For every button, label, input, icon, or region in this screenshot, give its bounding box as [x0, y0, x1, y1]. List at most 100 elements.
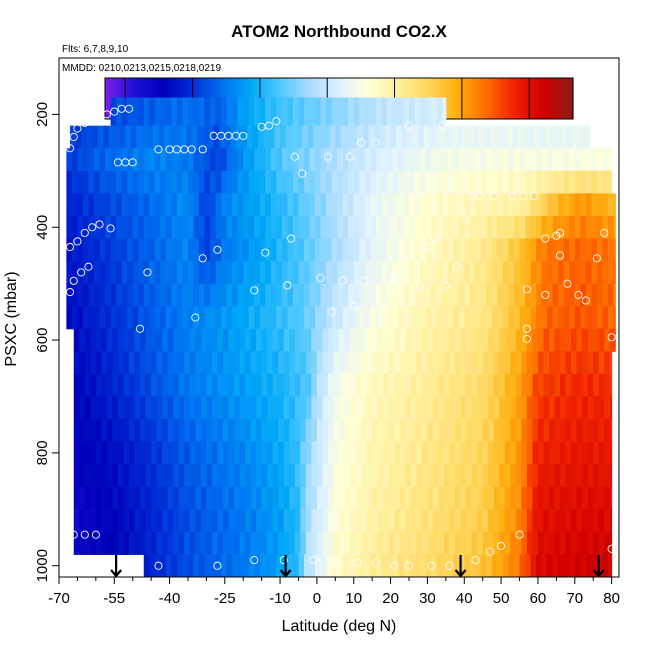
- heatmap-cell: [311, 396, 318, 420]
- heatmap-cell: [425, 261, 432, 285]
- heatmap-cell: [272, 419, 279, 443]
- heatmap-cell: [339, 486, 346, 510]
- heatmap-cell: [199, 554, 206, 578]
- heatmap-cell: [552, 554, 559, 578]
- heatmap-cell: [237, 238, 244, 262]
- heatmap-cell: [442, 283, 449, 307]
- heatmap-cell: [228, 396, 235, 420]
- heatmap-cell: [405, 373, 412, 397]
- heatmap-cell: [154, 238, 161, 262]
- heatmap-cell: [423, 125, 430, 149]
- heatmap-cell: [71, 306, 78, 330]
- observation-point: [600, 228, 609, 237]
- heatmap-cell: [95, 396, 102, 420]
- heatmap-cell: [537, 328, 544, 352]
- heatmap-cell: [195, 464, 202, 488]
- heatmap-cell: [173, 464, 180, 488]
- heatmap-cell: [269, 125, 276, 149]
- heatmap-cell: [331, 261, 338, 285]
- heatmap-cell: [569, 283, 576, 307]
- heatmap-cell: [532, 441, 539, 465]
- heatmap-cell: [160, 148, 167, 172]
- heatmap-cell: [193, 215, 200, 240]
- heatmap-cell: [409, 554, 416, 578]
- heatmap-cell: [491, 170, 498, 194]
- observation-point: [430, 234, 439, 243]
- heatmap-cell: [593, 419, 600, 443]
- heatmap-cell: [173, 509, 180, 533]
- heatmap-cell: [576, 328, 583, 352]
- heatmap-cell: [281, 215, 288, 240]
- heatmap-cell: [337, 215, 344, 240]
- heatmap-cell: [88, 261, 95, 285]
- heatmap-cell: [77, 170, 84, 194]
- heatmap-cell: [545, 125, 552, 149]
- heatmap-cell: [536, 238, 543, 262]
- heatmap-cell: [460, 351, 467, 375]
- heatmap-cell: [436, 193, 443, 217]
- heatmap-cell: [530, 193, 537, 217]
- heatmap-cell: [425, 170, 432, 194]
- heatmap-cell: [149, 554, 156, 578]
- heatmap-cell: [66, 283, 73, 307]
- heatmap-cell: [136, 125, 143, 149]
- heatmap-cell: [364, 261, 371, 285]
- heatmap-cell: [386, 148, 393, 172]
- heatmap-cell: [243, 554, 250, 578]
- flight-arrows: [110, 555, 605, 578]
- heatmap-cell: [464, 193, 471, 217]
- heatmap-cell: [602, 215, 609, 240]
- heatmap-cell: [283, 486, 290, 510]
- heatmap-cell: [246, 125, 253, 149]
- heatmap-cell: [145, 351, 152, 375]
- heatmap-cell: [149, 238, 156, 262]
- heatmap-cell: [420, 554, 427, 578]
- heatmap-cell: [228, 328, 235, 352]
- heatmap-cell: [132, 261, 139, 285]
- heatmap-cell: [466, 373, 473, 397]
- heatmap-cell: [243, 215, 250, 240]
- heatmap-cell: [226, 554, 233, 578]
- heatmap-cell: [298, 148, 305, 172]
- heatmap-cell: [508, 306, 515, 330]
- heatmap-cell: [204, 193, 211, 217]
- heatmap-cell: [353, 193, 360, 217]
- heatmap-cell: [499, 351, 506, 375]
- heatmap-cell: [81, 125, 88, 149]
- heatmap-cell: [458, 306, 465, 330]
- heatmap-cell: [149, 283, 156, 307]
- heatmap-cell: [134, 509, 141, 533]
- heatmap-cell: [79, 351, 86, 375]
- heatmap-cell: [350, 373, 357, 397]
- heatmap-cell: [327, 351, 334, 375]
- heatmap-cell: [497, 306, 504, 330]
- heatmap-cell: [294, 328, 301, 352]
- heatmap-cell: [337, 193, 344, 217]
- heatmap-cell: [466, 351, 473, 375]
- heatmap-cell: [394, 509, 401, 533]
- heatmap-cell: [129, 373, 136, 397]
- heatmap-cell: [580, 193, 587, 217]
- heatmap-cell: [105, 306, 112, 330]
- heatmap-cell: [392, 283, 399, 307]
- heatmap-cell: [442, 193, 449, 217]
- heatmap-cell: [101, 419, 108, 443]
- heatmap-cell: [211, 328, 218, 352]
- heatmap-cell: [560, 351, 567, 375]
- heatmap-cell: [569, 554, 576, 578]
- heatmap-cell: [490, 125, 497, 149]
- heatmap-cell: [355, 373, 362, 397]
- observation-point: [287, 234, 296, 243]
- heatmap-cell: [469, 306, 476, 330]
- heatmap-cell: [176, 215, 183, 240]
- observation-point: [250, 286, 259, 295]
- heatmap-cell: [613, 238, 616, 262]
- heatmap-cell: [355, 328, 362, 352]
- heatmap-cell: [245, 464, 252, 488]
- heatmap-cell: [333, 419, 340, 443]
- heatmap-cell: [289, 486, 296, 510]
- heatmap-cell: [254, 238, 261, 262]
- heatmap-cell: [117, 486, 124, 510]
- heatmap-cell: [591, 554, 598, 578]
